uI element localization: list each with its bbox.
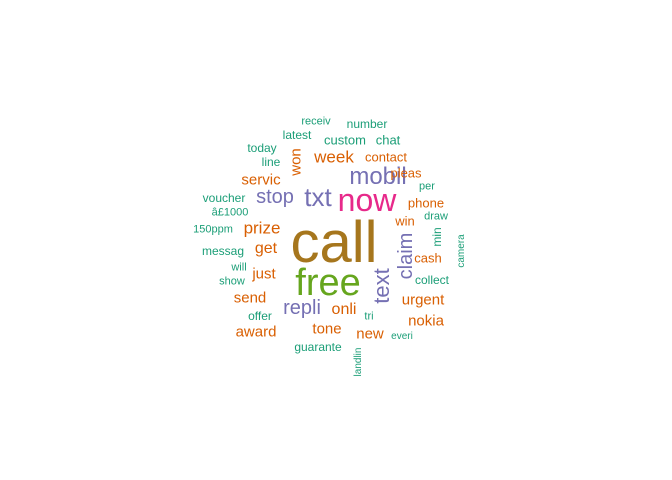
word-number: number bbox=[346, 117, 388, 131]
word-cash: cash bbox=[414, 250, 442, 266]
word-tri: tri bbox=[364, 310, 374, 323]
word-repli: repli bbox=[283, 297, 321, 319]
word-contact: contact bbox=[365, 149, 407, 165]
word-latest: latest bbox=[282, 128, 312, 142]
word-mobil: mobil bbox=[349, 163, 407, 190]
word-urgent: urgent bbox=[401, 291, 445, 309]
word-week: week bbox=[314, 147, 354, 167]
word-send: send bbox=[233, 289, 267, 307]
word-txt: txt bbox=[304, 182, 332, 212]
word-chat: chat bbox=[375, 132, 401, 148]
word-min: min bbox=[430, 227, 444, 247]
word-won: won bbox=[287, 148, 305, 176]
word-line: line bbox=[261, 155, 281, 169]
word-receiv: receiv bbox=[301, 115, 331, 128]
word-now: now bbox=[337, 182, 397, 218]
word-win: win bbox=[395, 213, 415, 229]
word-tone: tone bbox=[312, 320, 342, 338]
word-150ppm: 150ppm bbox=[193, 223, 233, 236]
word-nokia: nokia bbox=[408, 312, 444, 330]
word-custom: custom bbox=[324, 132, 366, 148]
word-text: text bbox=[369, 268, 394, 304]
word-pleas: pleas bbox=[390, 165, 422, 181]
word-today: today bbox=[247, 141, 277, 155]
word-collect: collect bbox=[414, 273, 450, 287]
word-will: will bbox=[231, 261, 247, 274]
word-a1000: â£1000 bbox=[211, 206, 249, 219]
word-claim: claim bbox=[395, 232, 417, 280]
word-offer: offer bbox=[248, 309, 272, 323]
word-award: award bbox=[235, 323, 277, 341]
word-guarante: guarante bbox=[294, 340, 342, 354]
word-messag: messag bbox=[201, 244, 245, 258]
word-prize: prize bbox=[243, 218, 281, 238]
word-landlin: landlin bbox=[353, 347, 364, 377]
word-servic: servic bbox=[241, 171, 281, 189]
word-per: per bbox=[419, 180, 435, 193]
word-free: free bbox=[295, 262, 361, 304]
word-camera: camera bbox=[456, 234, 467, 268]
word-draw: draw bbox=[424, 210, 448, 223]
word-just: just bbox=[252, 265, 276, 283]
word-show: show bbox=[219, 275, 245, 288]
word-get: get bbox=[254, 240, 278, 257]
word-phone: phone bbox=[407, 195, 445, 211]
word-call: call bbox=[290, 210, 378, 275]
word-stop: stop bbox=[256, 186, 294, 208]
word-everi: everi bbox=[391, 331, 413, 342]
word-new: new bbox=[356, 325, 384, 343]
word-voucher: voucher bbox=[202, 191, 246, 205]
word-onli: onli bbox=[331, 301, 357, 318]
